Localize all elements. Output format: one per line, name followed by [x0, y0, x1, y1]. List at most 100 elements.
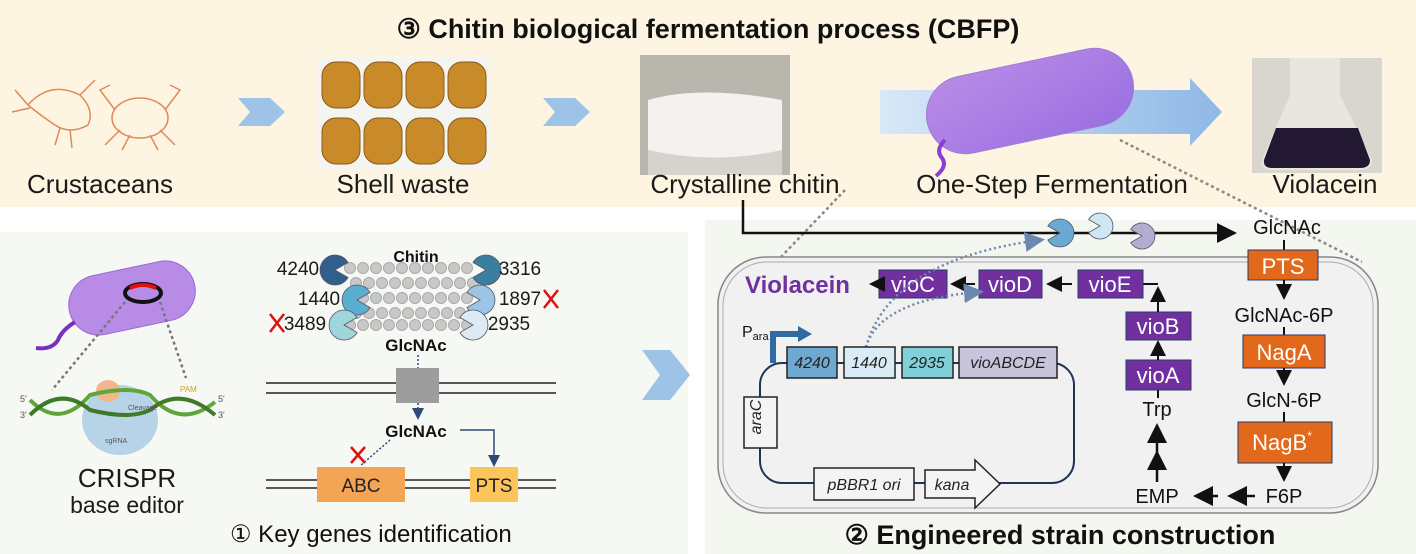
glcnac-unit: [435, 262, 447, 274]
glcnac-unit: [441, 277, 453, 289]
plasmid: Para 4240 1440 2935 vioABCDE araC pBBR1 …: [742, 324, 1075, 510]
glcnac-unit: [402, 307, 414, 319]
enzyme-label-3316: 3316: [499, 259, 541, 280]
enzyme-label-1440: 1440: [298, 289, 340, 310]
process-title: ③ Chitin biological fermentation process…: [397, 14, 1020, 44]
chitin-jar-photo: [640, 55, 790, 175]
shell-waste-photo: [318, 58, 490, 170]
secretion-dotted-arrow: [864, 232, 1045, 348]
glcnac-unit: [435, 319, 447, 331]
glcnac-unit: [428, 277, 440, 289]
base-editor-label: base editor: [70, 492, 184, 518]
naga-box: NagA: [1256, 340, 1311, 365]
bacterium-icon: [925, 47, 1135, 155]
flagellum-icon: [934, 138, 947, 178]
enzyme-4240-icon: [319, 254, 349, 286]
viob-box: vioB: [1137, 314, 1180, 339]
glcnac-unit: [415, 277, 427, 289]
step-label-shell-waste: Shell waste: [337, 169, 470, 199]
enzyme-label-2935: 2935: [488, 314, 530, 335]
chitinase-enzymes: [319, 254, 502, 341]
glcnac-label: GlcNAc: [1253, 217, 1321, 239]
glcnac-unit: [409, 319, 421, 331]
enzyme-1440-icon: [341, 284, 371, 316]
glcnac-unit: [409, 262, 421, 274]
glcnac-unit: [402, 277, 414, 289]
five-prime-label: 5': [20, 394, 27, 404]
glcnac-unit: [357, 319, 369, 331]
nagb-box: NagB*: [1252, 429, 1312, 455]
glcnac-unit: [370, 262, 382, 274]
three-prime-label: 3': [20, 410, 27, 420]
glcnac-unit: [448, 262, 460, 274]
gene-4240: 4240: [794, 355, 830, 372]
enzyme-icon: [1130, 222, 1156, 250]
glcnac-unit: [370, 319, 382, 331]
cleavage-label: Cleavage: [128, 405, 158, 412]
pts-box: PTS: [1262, 254, 1305, 279]
glcnac-unit: [454, 277, 466, 289]
glcnac-unit: [441, 307, 453, 319]
ori-label: pBBR1 ori: [827, 477, 901, 494]
trp-label: Trp: [1142, 399, 1171, 421]
enzyme-3489-icon: [328, 309, 358, 341]
pts-transporter: PTS: [470, 467, 518, 502]
glcnac-pathway: PTS GlcNAc-6P NagA GlcN-6P NagB* F6P EMP…: [1135, 240, 1333, 508]
glcnac-unit: [435, 292, 447, 304]
gene-1440: 1440: [851, 355, 887, 372]
glcnac-unit: [396, 319, 408, 331]
strain-title: ② Engineered strain construction: [845, 520, 1276, 550]
step-label-violacein: Violacein: [1272, 169, 1377, 199]
vioe-box: vioE: [1089, 272, 1132, 297]
glcnac-unit: [383, 319, 395, 331]
enzyme-label-4240: 4240: [277, 259, 319, 280]
enzyme-label-3489: 3489: [284, 314, 326, 335]
viod-box: vioD: [988, 272, 1032, 297]
chitin-label: Chitin: [393, 249, 438, 266]
glcnac-unit: [376, 277, 388, 289]
arrow-icon: [642, 350, 690, 400]
abc-transporter: ABC: [317, 467, 405, 502]
glcnac-unit: [422, 292, 434, 304]
pts-label: PTS: [476, 476, 513, 497]
glcn-6p-label: GlcN-6P: [1246, 390, 1322, 412]
arrow-icon: [238, 98, 285, 126]
zoom-dotted-line: [779, 189, 846, 259]
enzyme-icon: [1047, 218, 1075, 248]
glcnac-unit: [383, 292, 395, 304]
step-label-crystalline-chitin: Crystalline chitin: [650, 169, 839, 199]
enzyme-2935-icon: [459, 309, 489, 341]
step-label-fermentation: One-Step Fermentation: [916, 169, 1188, 199]
key-genes-title: ① Key genes identification: [230, 521, 512, 548]
glcnac-unit: [370, 292, 382, 304]
vioc-box: vioC: [891, 272, 935, 297]
porin-icon: [396, 368, 439, 403]
pam-label: PAM: [180, 385, 197, 394]
base-editor-complex-icon: 5' 3' 5' 3' PAM Cleavage sgRNA: [20, 380, 225, 455]
arrow-icon: [543, 98, 590, 126]
glcnac-label: GlcNAc: [385, 336, 446, 355]
emp-label: EMP: [1135, 486, 1178, 508]
glcnac-unit: [383, 262, 395, 274]
five-prime-label: 5': [218, 394, 225, 404]
vioa-box: vioA: [1137, 363, 1180, 388]
knockout-x-icon: [269, 289, 559, 464]
violacein-flask-photo: [1252, 58, 1382, 173]
crispr-bacterium-icon: [35, 260, 196, 391]
glcnac-unit: [344, 262, 356, 274]
gene-arac: araC: [748, 399, 765, 434]
glcnac-unit: [448, 319, 460, 331]
violacein-product-label: Violacein: [745, 272, 850, 299]
glcnac-unit: [396, 262, 408, 274]
glcnac-unit: [448, 292, 460, 304]
kana-label: kana: [935, 477, 970, 494]
glcnac-label: GlcNAc: [385, 422, 446, 441]
violacein-pathway: vioA vioB vioE vioD vioC Violacein: [745, 269, 1192, 398]
crispr-label: CRISPR: [78, 463, 176, 493]
crustacean-sketch-icon: [11, 79, 182, 151]
glcnac-6p-label: GlcNAc-6P: [1235, 305, 1334, 327]
enzyme-icon: [1088, 212, 1114, 240]
abc-label: ABC: [341, 476, 380, 497]
promoter-label: Para: [742, 324, 769, 343]
